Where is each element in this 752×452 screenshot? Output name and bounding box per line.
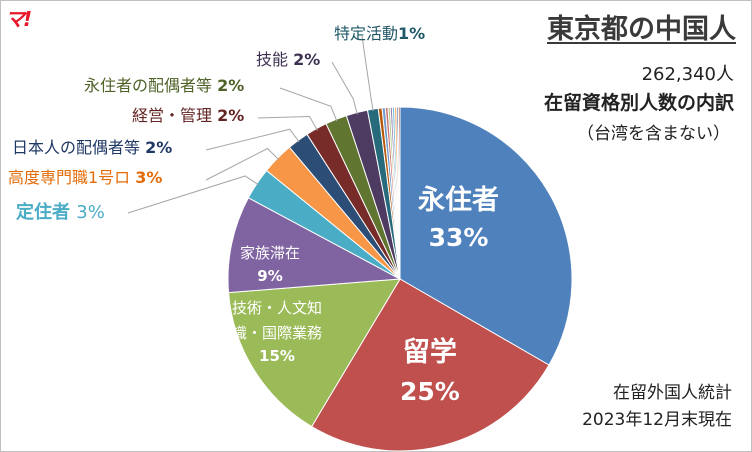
label-long-term-resident: 定住者 3%	[16, 202, 105, 223]
label-designated-activities: 特定活動1%	[334, 24, 426, 43]
total-label: 262,340人	[641, 64, 734, 85]
pie-slice-1	[310, 278, 550, 452]
leader-line-9	[331, 61, 358, 115]
leader-line-6	[205, 128, 300, 151]
leader-line-5	[205, 147, 280, 181]
leader-line-8	[279, 87, 338, 122]
pie-slice-0	[399, 106, 573, 366]
label-spouse-of-japanese: 日本人の配偶者等 2%	[12, 138, 173, 157]
pie-slice-3	[227, 197, 402, 294]
leader-line-10	[361, 35, 374, 112]
slice-label-engineer: 技術・人文知 識・国際業務 15%	[232, 299, 323, 365]
label-highly-skilled: 高度専門職1号ロ 3%	[8, 168, 163, 187]
label-business-manager: 経営・管理 2%	[132, 106, 245, 125]
chart-subtitle: 在留資格別人数の内訳	[543, 92, 734, 114]
pie-slice-2	[228, 278, 401, 428]
label-skilled-labor: 技能 2%	[256, 50, 321, 69]
chart-note: （台湾を含まない）	[577, 124, 730, 144]
logo: マ!	[5, 7, 32, 31]
slice-label-family: 家族滞在 9%	[240, 244, 301, 285]
slice-label-student: 留学 25%	[400, 337, 460, 406]
pie-slice-19	[397, 106, 401, 280]
source-line-1: 在留外国人統計	[613, 383, 732, 403]
leader-line-4	[127, 175, 259, 214]
leader-line-7	[257, 115, 318, 131]
label-spouse-of-permanent: 永住者の配偶者等 2%	[84, 76, 245, 95]
chart-title: 東京都の中国人	[547, 14, 736, 45]
source-line-2: 2023年12月末現在	[582, 410, 732, 430]
slice-label-permanent: 永住者 33%	[418, 185, 499, 252]
